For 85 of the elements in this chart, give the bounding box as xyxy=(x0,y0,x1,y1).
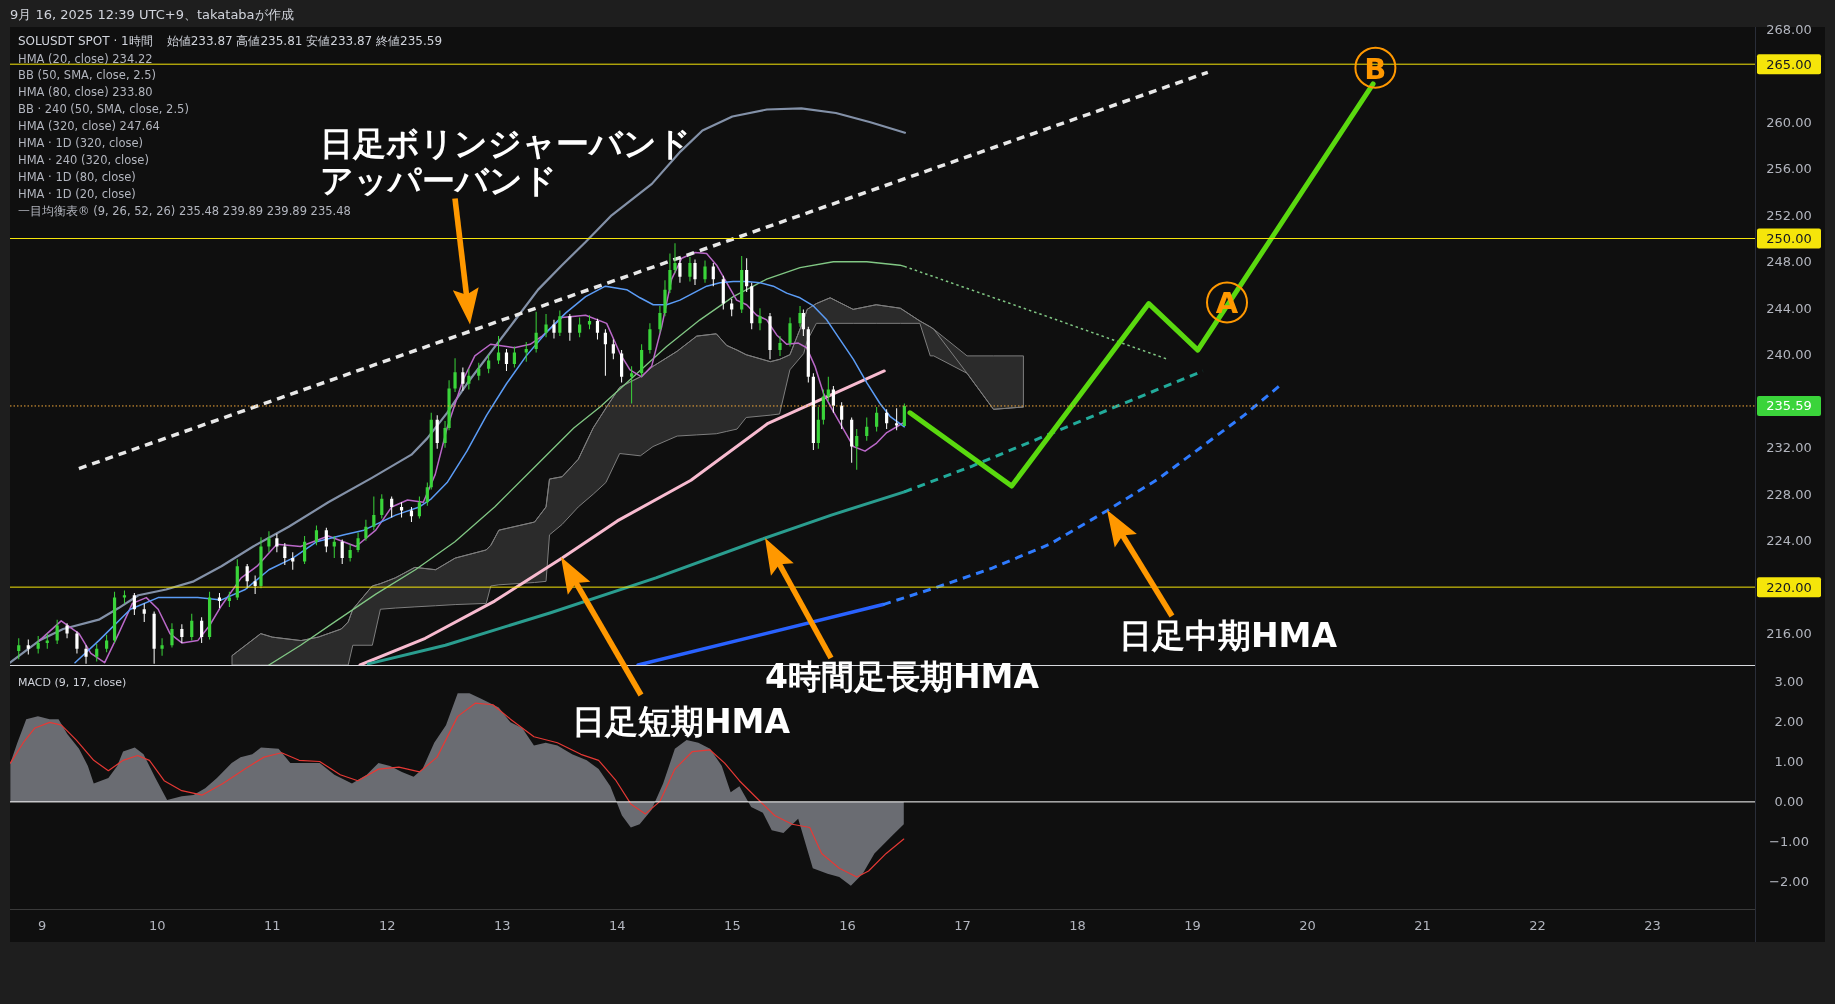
y-tick-label: 232.00 xyxy=(1766,440,1812,456)
ref-line-label: 220.00 xyxy=(1766,579,1812,595)
y-tick-label: 240.00 xyxy=(1766,347,1812,363)
text: MACD (9, 17, close) xyxy=(18,675,127,689)
candlestick xyxy=(26,639,30,655)
annotation: BB · 240 (50, SMA, close, 2.5) xyxy=(18,102,189,117)
y-tick-label: 260.00 xyxy=(1766,114,1812,130)
candlestick xyxy=(259,537,263,589)
y-tick-label: 3.00 xyxy=(1774,674,1804,690)
candlestick xyxy=(122,590,127,604)
x-tick-label: 14 xyxy=(609,917,626,933)
ref-line-label: 265.00 xyxy=(1766,56,1812,72)
x-tick-label: 22 xyxy=(1529,917,1546,933)
candlestick xyxy=(788,317,792,347)
x-tick-label: 12 xyxy=(379,917,396,933)
candlestick xyxy=(170,623,174,648)
annotation: HMA (20, close) 234.22 xyxy=(18,51,153,66)
candlestick xyxy=(75,631,79,654)
candlestick xyxy=(678,258,682,283)
y-tick-label: 2.00 xyxy=(1774,714,1804,730)
y-tick-label: 224.00 xyxy=(1766,533,1812,549)
annotation: HMA · 240 (320, close) xyxy=(18,152,149,167)
x-tick-label: 15 xyxy=(724,917,741,933)
annotation: HMA · 1D (320, close) xyxy=(18,136,144,150)
candlestick xyxy=(552,319,556,339)
candlestick xyxy=(291,552,295,570)
text: 始値233.87 高値235.81 安値233.87 終値235.59 xyxy=(166,34,443,48)
candlestick xyxy=(703,260,707,283)
y-tick-label: 244.00 xyxy=(1766,300,1812,316)
candlestick xyxy=(663,280,667,317)
annotation: 日足ボリンジャーバンドアッパーバンド xyxy=(320,123,691,199)
annotation: 4時間足長期HMA xyxy=(765,656,1040,696)
y-tick-label: 256.00 xyxy=(1766,161,1812,177)
candlestick xyxy=(758,308,762,331)
candlestick xyxy=(648,323,652,354)
annotation: HMA · 1D (80, close) xyxy=(18,169,136,184)
candlestick xyxy=(160,638,164,656)
candlestick xyxy=(84,645,88,664)
y-tick-label: 248.00 xyxy=(1766,254,1812,270)
y-tick-label: −2.00 xyxy=(1769,874,1809,890)
candlestick xyxy=(798,305,802,327)
ref-line-label: 250.00 xyxy=(1766,231,1812,246)
x-tick-label: 18 xyxy=(1069,917,1086,933)
x-tick-label: 9 xyxy=(38,917,47,933)
x-tick-label: 17 xyxy=(954,917,971,933)
x-tick-label: 19 xyxy=(1184,917,1201,933)
candlestick xyxy=(356,532,360,553)
x-tick-label: 13 xyxy=(494,917,511,933)
candlestick xyxy=(65,623,69,639)
text: 9月 16, 2025 12:39 UTC+9、takatabaが作成 xyxy=(10,6,294,22)
text: SOLUSDT SPOT · 1時間 xyxy=(18,34,153,48)
annotation: HMA (80, close) 233.80 xyxy=(18,85,153,100)
y-tick-label: −1.00 xyxy=(1769,834,1809,850)
y-tick-label: 268.00 xyxy=(1766,21,1812,37)
annotation: 日足中期HMA xyxy=(1119,615,1338,655)
y-tick-label: 1.00 xyxy=(1774,754,1804,770)
annotation: HMA (320, close) 247.64 xyxy=(18,119,160,134)
annotation: BB (50, SMA, close, 2.5) xyxy=(18,68,156,83)
candlestick xyxy=(778,336,782,356)
x-tick-label: 20 xyxy=(1299,917,1316,933)
candlestick xyxy=(267,531,271,553)
annotation: 一目均衡表® (9, 26, 52, 26) 235.48 239.89 239.89 235.48 xyxy=(18,203,351,218)
candlestick xyxy=(658,305,662,333)
x-tick-label: 10 xyxy=(148,917,166,933)
candlestick xyxy=(453,358,457,392)
ref-line-label: 235.59 xyxy=(1766,398,1812,414)
candlestick xyxy=(895,408,899,431)
y-tick-label: 0.00 xyxy=(1774,794,1804,810)
candlestick xyxy=(544,314,548,338)
candlestick xyxy=(364,519,368,541)
y-tick-label: 252.00 xyxy=(1766,207,1812,223)
x-tick-label: 16 xyxy=(839,917,856,933)
annotation: 日足短期HMA xyxy=(572,701,791,741)
y-tick-label: 216.00 xyxy=(1766,626,1812,642)
candlestick xyxy=(688,257,692,282)
candlestick xyxy=(768,312,772,360)
annotation: HMA · 1D (20, close) xyxy=(18,186,136,201)
candlestick xyxy=(668,253,672,294)
candlestick xyxy=(693,259,697,285)
candlestick xyxy=(630,366,634,404)
candlestick xyxy=(673,243,677,274)
y-tick-label: 228.00 xyxy=(1766,486,1812,502)
x-tick-label: 23 xyxy=(1644,917,1661,933)
x-tick-label: 21 xyxy=(1414,917,1431,933)
x-tick-label: 11 xyxy=(263,917,281,933)
